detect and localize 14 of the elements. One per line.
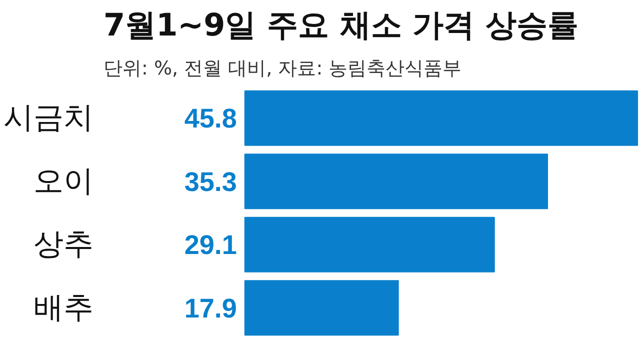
data-label: 17.9	[184, 293, 237, 324]
bar	[244, 90, 638, 146]
chart-title: 7월1~9일 주요 채소 가격 상승률	[104, 8, 578, 44]
y-tick-label: 시금치	[4, 100, 94, 136]
bar	[244, 216, 495, 272]
data-label: 35.3	[184, 166, 237, 197]
chart-subtitle: 단위: %, 전월 대비, 자료: 농림축산식품부	[104, 58, 462, 80]
y-tick-label: 상추	[34, 227, 94, 262]
y-tick-label: 오이	[34, 164, 94, 199]
bar	[244, 154, 548, 210]
y-tick-label: 배추	[34, 290, 94, 326]
bar	[244, 280, 399, 336]
data-label: 29.1	[184, 230, 237, 260]
data-label: 45.8	[184, 104, 237, 134]
